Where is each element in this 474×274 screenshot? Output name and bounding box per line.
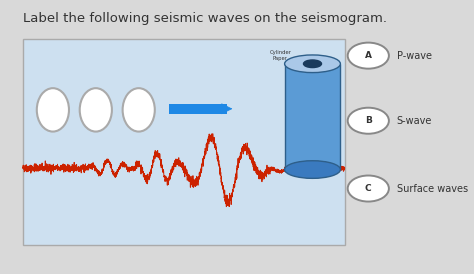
Circle shape bbox=[348, 43, 389, 69]
Ellipse shape bbox=[37, 88, 69, 132]
Ellipse shape bbox=[284, 161, 340, 178]
Ellipse shape bbox=[80, 88, 112, 132]
FancyBboxPatch shape bbox=[284, 64, 340, 170]
Text: C: C bbox=[365, 184, 372, 193]
FancyBboxPatch shape bbox=[23, 39, 345, 246]
Circle shape bbox=[348, 176, 389, 202]
FancyBboxPatch shape bbox=[169, 104, 227, 114]
Text: A: A bbox=[365, 51, 372, 60]
Text: P-wave: P-wave bbox=[397, 51, 432, 61]
Text: S-wave: S-wave bbox=[397, 116, 432, 126]
Ellipse shape bbox=[284, 55, 340, 73]
Text: Surface waves: Surface waves bbox=[397, 184, 468, 193]
Circle shape bbox=[348, 108, 389, 134]
Text: Label the following seismic waves on the seismogram.: Label the following seismic waves on the… bbox=[23, 12, 387, 25]
Ellipse shape bbox=[303, 60, 321, 68]
Ellipse shape bbox=[123, 88, 155, 132]
Text: B: B bbox=[365, 116, 372, 125]
Text: Cylinder
Paper: Cylinder Paper bbox=[269, 50, 292, 61]
